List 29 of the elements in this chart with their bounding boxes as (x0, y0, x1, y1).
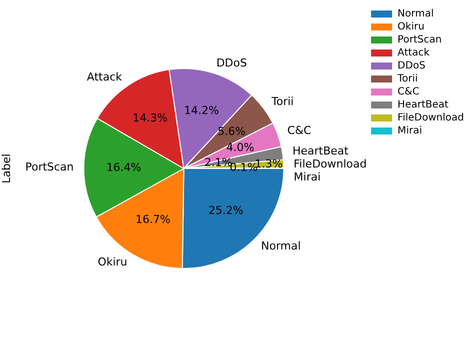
slice-label: Torii (270, 94, 294, 108)
text: Label (0, 154, 13, 184)
legend-label: DDoS (398, 60, 426, 72)
slice-label: PortScan (25, 160, 74, 174)
legend-label: Okiru (398, 22, 424, 33)
legend-label: Normal (398, 8, 434, 20)
slice-label: Okiru (98, 256, 128, 269)
legend-label: Torii (396, 74, 418, 85)
data-label: 25.2% (208, 204, 244, 218)
data-label: 16.4% (106, 160, 142, 174)
slice-label: HeartBeat (292, 144, 350, 158)
data-label: 0.1% (230, 161, 258, 174)
legend-label: Attack (398, 48, 430, 59)
legend-label: C&C (398, 86, 420, 98)
slice-label: Attack (86, 70, 123, 84)
legend-label: Mirai (398, 126, 422, 137)
slice-label: C&C (287, 124, 312, 138)
legend-label: FileDownload (398, 112, 464, 124)
data-label: 14.3% (132, 112, 168, 125)
legend-label: PortScan (398, 34, 442, 46)
slice-label: Normal (261, 240, 301, 253)
data-label: 16.7% (135, 212, 170, 226)
data-label: 5.6% (218, 125, 246, 138)
slice-label: FileDownload (294, 157, 367, 170)
slice-label: DDoS (216, 56, 247, 70)
data-label: 14.2% (184, 104, 220, 118)
slice-label: Mirai (294, 170, 321, 184)
data-label: 4.0% (226, 141, 254, 154)
legend-label: HeartBeat (398, 100, 449, 111)
